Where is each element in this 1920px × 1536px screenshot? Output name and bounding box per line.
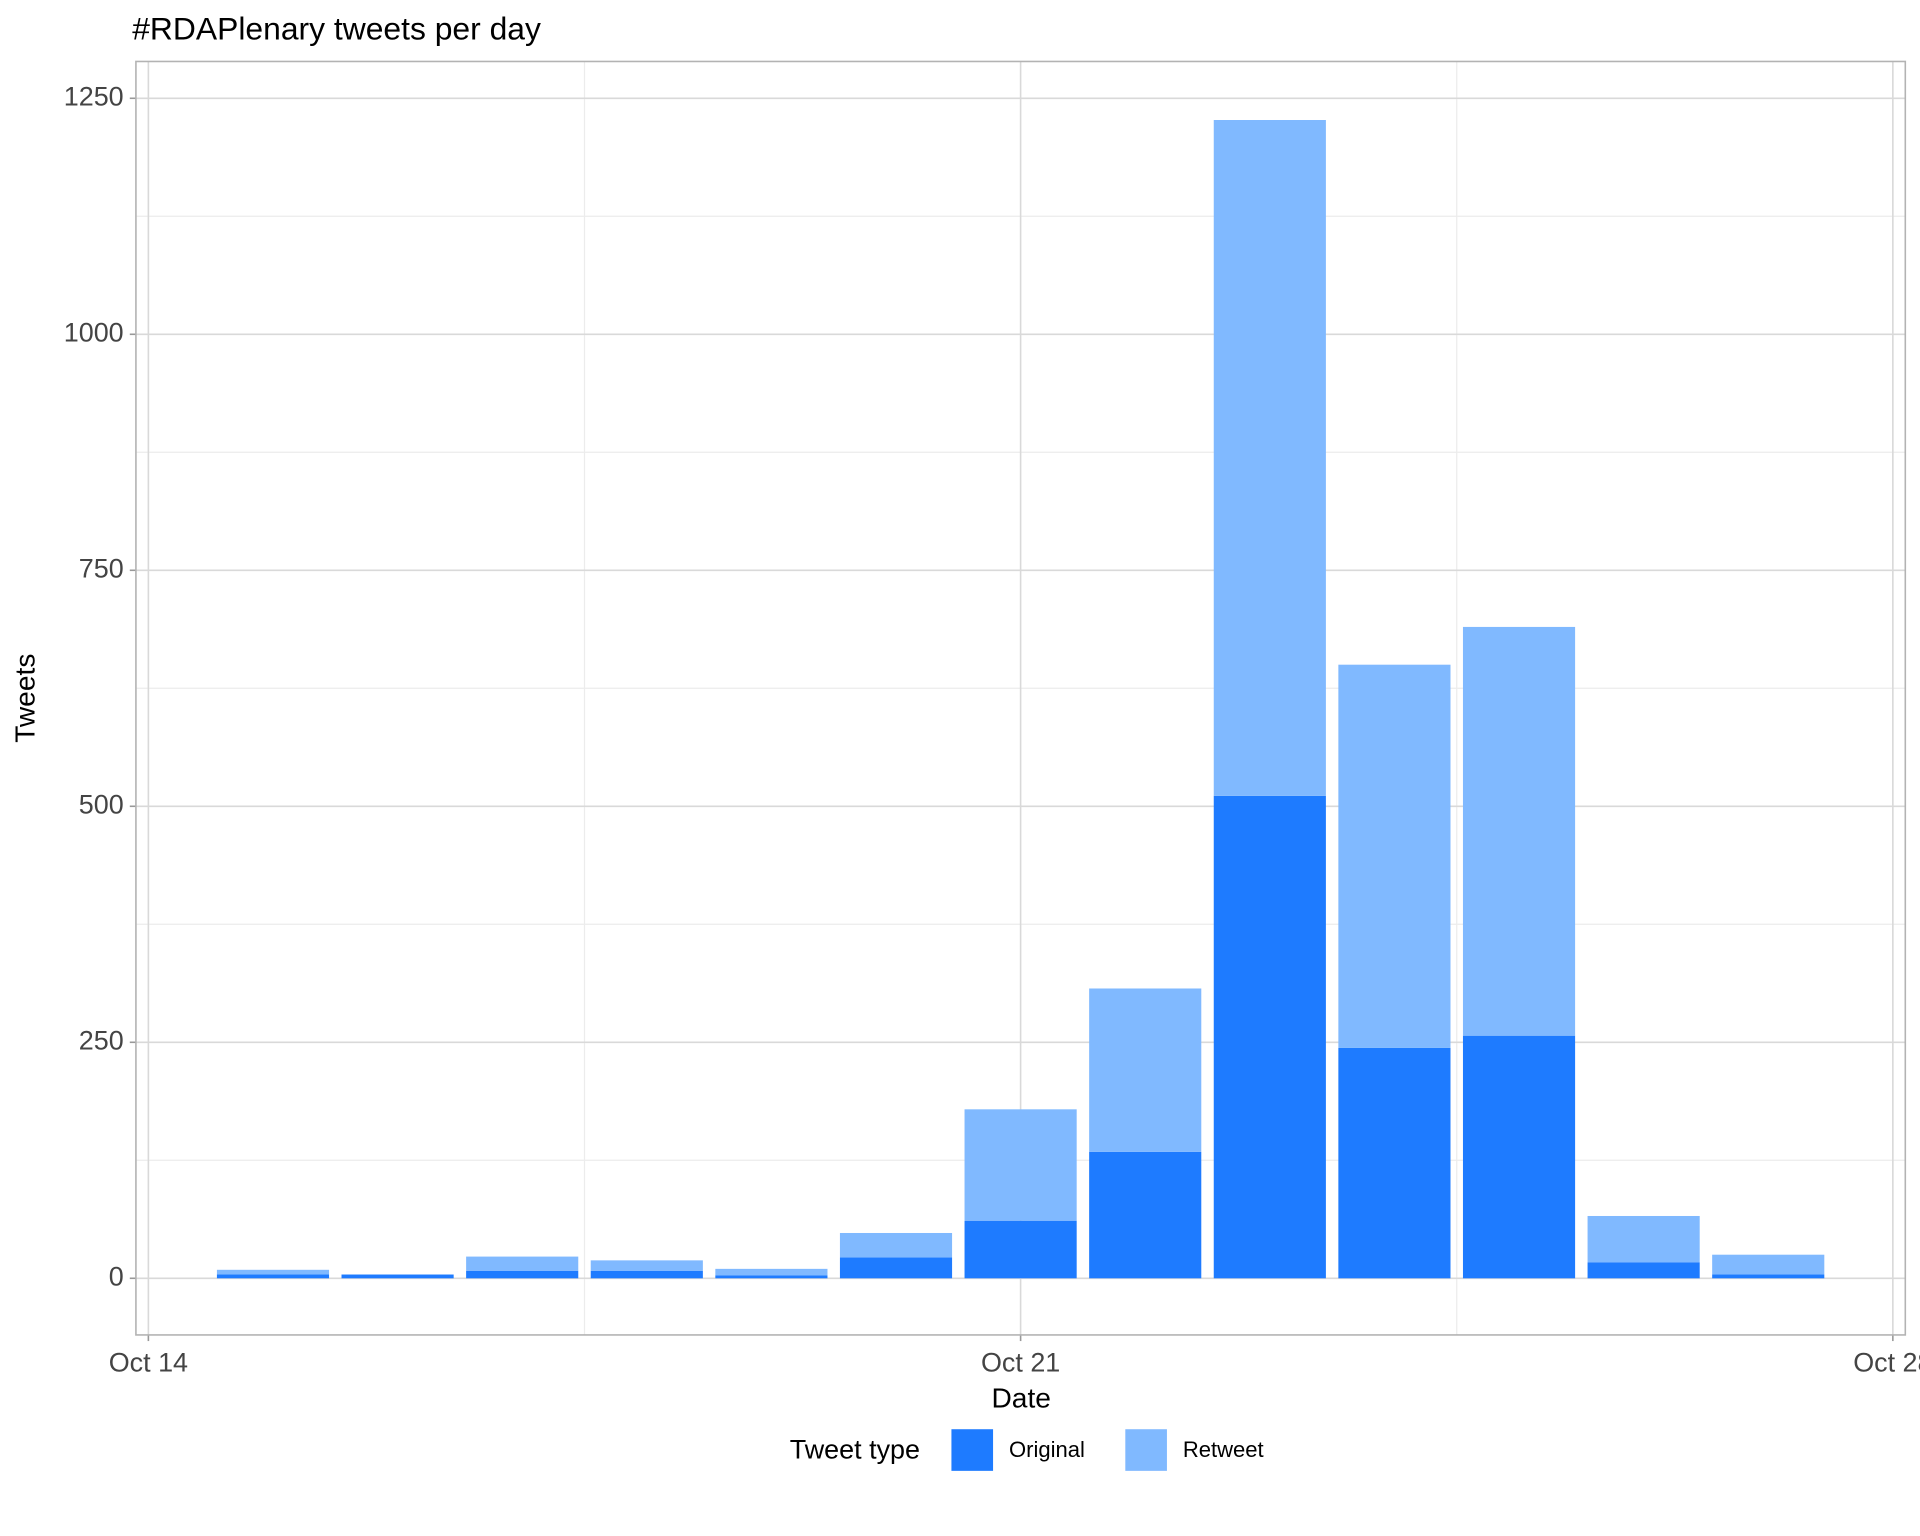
legend-title: Tweet type <box>790 1434 920 1464</box>
bar-segment <box>715 1268 828 1276</box>
bar-segment <box>1213 795 1326 1279</box>
x-tick-label: Oct 14 <box>109 1347 188 1377</box>
bar-segment <box>216 1274 330 1279</box>
y-tick-label: 750 <box>79 553 124 583</box>
bar-segment <box>466 1270 579 1279</box>
bar-segment <box>590 1270 703 1279</box>
y-tick-label: 500 <box>79 789 124 819</box>
bar-segment <box>1587 1262 1700 1279</box>
bar-segment <box>216 1269 330 1275</box>
y-tick-label: 0 <box>109 1261 124 1291</box>
chart-title: #RDAPlenary tweets per day <box>132 10 541 46</box>
bar-segment <box>1712 1254 1825 1275</box>
bar-segment <box>964 1109 1077 1221</box>
bar-segment <box>1338 664 1451 1048</box>
legend-swatch <box>1125 1429 1167 1471</box>
bar-segment <box>1089 1151 1202 1279</box>
legend-label: Original <box>1009 1437 1085 1462</box>
bar-segment <box>1089 988 1202 1152</box>
bar-segment <box>341 1274 454 1279</box>
x-tick-label: Oct 21 <box>981 1347 1060 1377</box>
bar-segment <box>1462 626 1576 1036</box>
bar-segment <box>1462 1035 1576 1279</box>
y-tick-label: 250 <box>79 1025 124 1055</box>
bar-segment <box>1712 1274 1825 1279</box>
y-tick-label: 1000 <box>64 317 124 347</box>
y-tick-label: 1250 <box>64 81 124 111</box>
bar-segment <box>964 1220 1077 1279</box>
plot-border <box>135 60 1907 1336</box>
bar-segment <box>1213 119 1326 796</box>
bar-segment <box>466 1256 579 1271</box>
bar-segment <box>1338 1047 1451 1279</box>
x-tick-label: Oct 28 <box>1853 1347 1920 1377</box>
bar-segment <box>590 1260 703 1271</box>
bar-segment <box>715 1275 828 1279</box>
bar-segment <box>839 1232 953 1258</box>
legend-swatch <box>951 1429 994 1471</box>
x-axis-title: Date <box>991 1382 1050 1413</box>
bar-segment <box>839 1257 953 1279</box>
bar-segment <box>1587 1215 1700 1263</box>
y-axis-title: Tweets <box>9 654 40 743</box>
legend-label: Retweet <box>1183 1437 1264 1462</box>
